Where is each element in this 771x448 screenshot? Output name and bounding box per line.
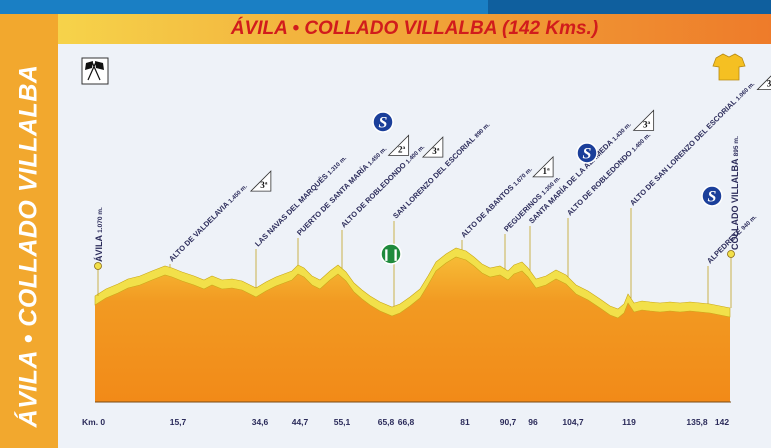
side-top-bar [0, 0, 58, 14]
km-mark: 96 [528, 417, 538, 427]
stage-title: ÁVILA • COLLADO VILLALBA (142 Kms.) [230, 18, 599, 39]
km-mark: 34,6 [252, 417, 269, 427]
km-axis-label: Km. 0 [82, 417, 105, 427]
climb-category: 3ª [260, 180, 268, 190]
jersey-icon [712, 53, 746, 81]
point-label: SAN LORENZO DEL ESCORIAL 890 m. [391, 120, 492, 221]
climb-category-icon: 3ª [756, 75, 771, 90]
km-mark: 119 [622, 417, 636, 427]
svg-text:S: S [708, 189, 717, 206]
climb-category: 3ª [432, 146, 440, 156]
climb-category: 3ª [767, 79, 771, 89]
km-mark: 66,8 [398, 417, 415, 427]
profile-area [95, 248, 730, 402]
km-mark: 81 [460, 417, 470, 427]
title-banner: ÁVILA • COLLADO VILLALBA (142 Kms.) [58, 14, 771, 44]
km-mark: 44,7 [292, 417, 309, 427]
climb-category: 2ª [398, 144, 406, 154]
climb-category-icon: 3ª [421, 136, 444, 158]
km-mark: 65,8 [378, 417, 395, 427]
finish-label: COLLADO VILLALBA 895 m. [730, 136, 740, 250]
start-label: ÁVILA 1.070 m. [94, 207, 104, 262]
svg-text:S: S [583, 146, 592, 163]
svg-text:S: S [379, 115, 388, 132]
side-strip: ÁVILA • COLLADO VILLALBA [0, 14, 58, 448]
svg-text:❙❙: ❙❙ [382, 249, 400, 261]
climb-category: 3ª [643, 119, 651, 129]
climb-category: 1ª [543, 166, 551, 176]
feed-zone-icon: ❙❙ [380, 243, 402, 265]
point-label: ALTO DE ABANTOS 1.670 m. [459, 164, 534, 239]
km-mark: 15,7 [170, 417, 187, 427]
profile-top-band [94, 247, 731, 319]
finish-dot [727, 250, 735, 258]
climb-category-icon: 1ª [532, 155, 554, 178]
sprint-icon: S [372, 111, 394, 133]
start-dot [94, 262, 102, 270]
climb-category-icon: 3ª [249, 170, 272, 192]
sprint-icon: S [701, 185, 723, 207]
checkered-flag-icon [81, 57, 109, 85]
km-mark: 55,1 [334, 417, 351, 427]
climb-category-icon: 3ª [632, 109, 655, 131]
km-mark: 135,8 [686, 417, 708, 427]
km-mark: 104,7 [562, 417, 584, 427]
km-mark: 142 [715, 417, 729, 427]
point-label: ALTO DE VALDELAVIA 1.450 m. [167, 181, 249, 263]
km-mark: 90,7 [500, 417, 517, 427]
sprint-icon: S [576, 142, 598, 164]
top-bar [58, 0, 771, 14]
climb-category-icon: 2ª [387, 134, 410, 156]
